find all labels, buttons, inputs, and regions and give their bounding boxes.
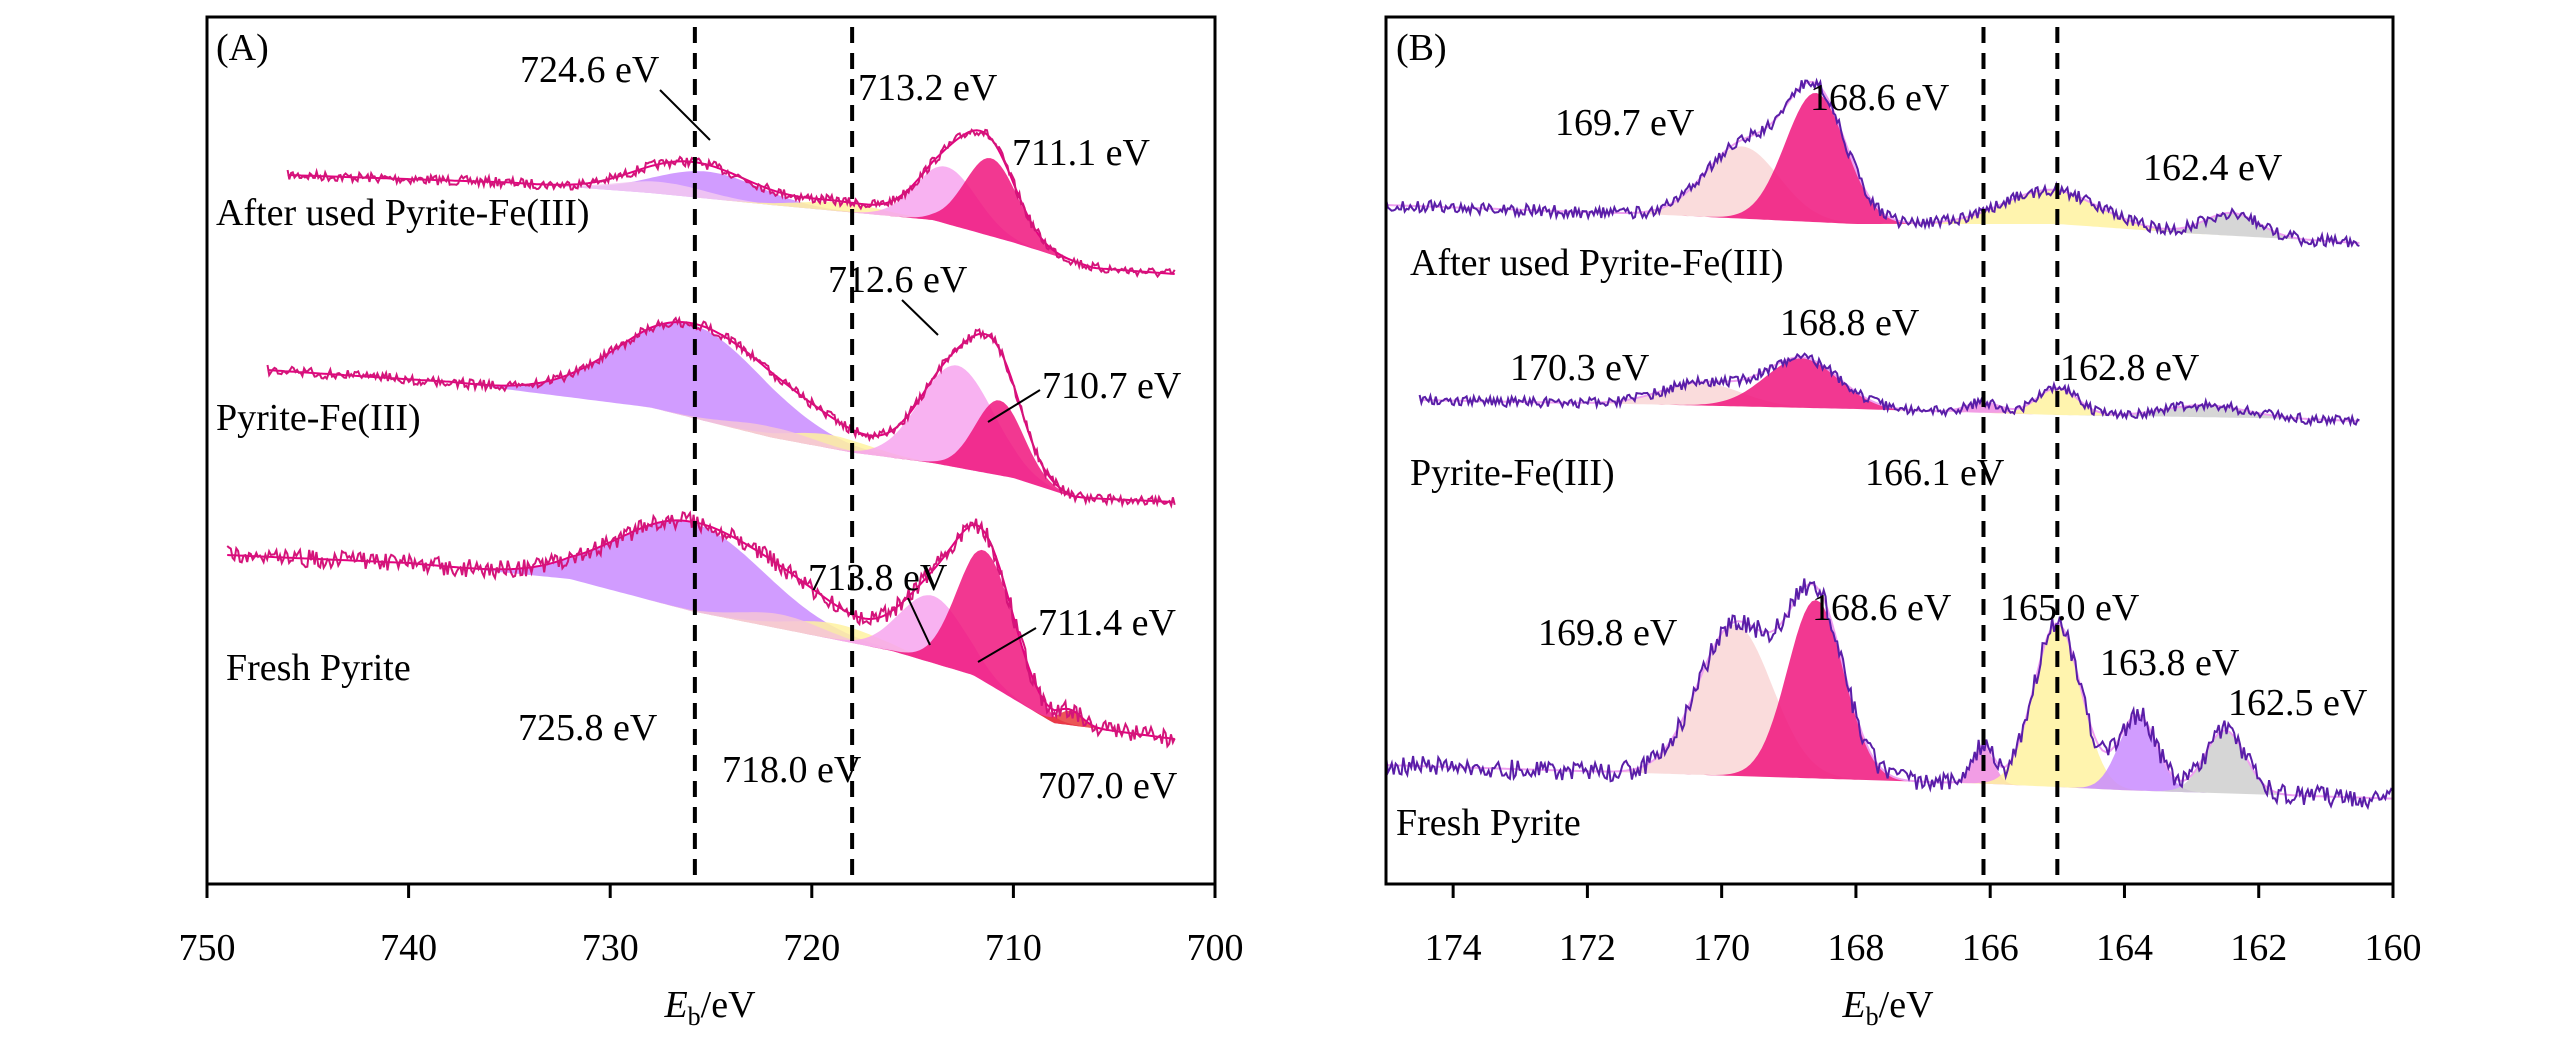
panel-a-arrow-724-6 (659, 89, 711, 141)
panel-b-annotation-168-6-bottom: 168.6 eV (1812, 587, 1952, 629)
panel-a-annotation-724-6: 724.6 eV (520, 49, 660, 91)
panel-b-annotation-165-0: 165.0 eV (2000, 587, 2140, 629)
x-tick-label-1: 740 (380, 927, 437, 969)
series-0-raw-spectrum (286, 128, 1176, 279)
series-1 (266, 315, 1176, 509)
series-2-component-3 (227, 555, 1175, 739)
panel-b-frame (1384, 15, 2395, 886)
panel-b-plot (1385, 27, 2394, 876)
x-tick-label-0: 174 (1425, 927, 1482, 969)
panel-a-annotation-712-6: 712.6 eV (828, 259, 968, 301)
series-1-component-0 (267, 322, 1175, 502)
x-tick-label-3: 168 (1827, 927, 1884, 969)
series-2 (1385, 578, 2394, 811)
panel-b-series-fresh-label: Fresh Pyrite (1396, 802, 1581, 844)
series-1-component-4 (267, 370, 1175, 502)
x-tick-label-3: 720 (783, 927, 840, 969)
x-tick-label-4: 710 (985, 927, 1042, 969)
panel-a-annotation-718-0: 718.0 eV (722, 749, 862, 791)
series-2-raw-spectrum (1385, 578, 2394, 811)
panel-a: 750 740 730 720 710 700 (A) After used Pyrite… (179, 15, 1244, 1031)
panel-b-annotation-162-4: 162.4 eV (2143, 147, 2283, 189)
x-tick-label-7: 160 (2365, 927, 2422, 969)
panel-a-arrow-711-4 (977, 627, 1037, 663)
series-2-raw-spectrum (226, 510, 1176, 749)
x-tick-label-2: 170 (1693, 927, 1750, 969)
panel-a-series-after-used-label: After used Pyrite-Fe(III) (216, 192, 590, 234)
panel-a-series-fresh-label: Fresh Pyrite (226, 647, 411, 689)
series-0-component-1 (1386, 93, 2360, 243)
panel-b-annotation-162-5: 162.5 eV (2228, 682, 2368, 724)
panel-a-arrow-710-7 (987, 389, 1041, 423)
series-0 (286, 128, 1176, 279)
panel-a-x-axis-title: Eb/eV (663, 984, 756, 1031)
panel-b-ticks: 174 172 170 168 166 164 162 160 (1425, 884, 2422, 969)
series-0-component-3 (287, 166, 1175, 274)
panel-b-annotation-169-7: 169.7 eV (1555, 102, 1695, 144)
series-2-component-0 (227, 520, 1175, 739)
panel-a-annotation-711-1: 711.1 eV (1012, 132, 1150, 174)
x-tick-label-4: 166 (1962, 927, 2019, 969)
panel-b: 174 172 170 168 166 164 162 160 (B) After used … (1384, 15, 2422, 1031)
series-0-raw-spectrum (1385, 77, 2360, 248)
series-1-raw-spectrum (266, 315, 1176, 509)
panel-a-label: (A) (216, 27, 269, 69)
panel-a-frame (205, 15, 1217, 886)
panel-b-label: (B) (1396, 27, 1447, 69)
panel-a-annotation-710-7: 710.7 eV (1042, 365, 1182, 407)
series-0-component-0 (287, 171, 1175, 274)
x-tick-label-5: 700 (1187, 927, 1244, 969)
series-1-raw-spectrum (1418, 352, 2360, 428)
panel-b-x-axis-title: Eb/eV (1841, 984, 1934, 1031)
panel-b-annotation-162-8: 162.8 eV (2060, 347, 2200, 389)
panel-b-series-pyrite-fe3-label: Pyrite-Fe(III) (1410, 452, 1615, 494)
panel-b-annotation-166-1: 166.1 eV (1865, 452, 2005, 494)
panel-a-annotation-725-8: 725.8 eV (518, 707, 658, 749)
series-2-component-4 (1386, 715, 2393, 799)
panel-a-arrow-712-6 (901, 299, 939, 336)
series-1-component-3 (267, 365, 1175, 502)
panel-a-annotation-713-2: 713.2 eV (858, 67, 998, 109)
x-tick-label-6: 162 (2230, 927, 2287, 969)
x-tick-label-2: 730 (582, 927, 639, 969)
panel-a-annotation-711-4: 711.4 eV (1038, 602, 1176, 644)
series-1-component-1 (1419, 358, 2360, 421)
x-tick-label-5: 164 (2096, 927, 2153, 969)
panel-b-annotation-163-8: 163.8 eV (2100, 642, 2240, 684)
panel-a-ticks: 750 740 730 720 710 700 (179, 884, 1244, 969)
panel-b-annotation-168-8: 168.8 eV (1780, 302, 1920, 344)
panel-b-annotation-168-6-top: 168.6 eV (1810, 77, 1950, 119)
panel-b-annotation-170-3: 170.3 eV (1510, 347, 1650, 389)
x-tick-label-1: 172 (1559, 927, 1616, 969)
series-2 (226, 510, 1176, 749)
series-0-component-4 (287, 158, 1175, 274)
panel-b-series-after-used-label: After used Pyrite-Fe(III) (1410, 242, 1784, 284)
panel-a-annotation-713-8: 713.8 eV (808, 557, 948, 599)
series-0 (1385, 77, 2360, 248)
panel-a-annotation-707-0: 707.0 eV (1038, 765, 1178, 807)
panel-a-arrow-713-8 (907, 597, 931, 646)
x-tick-label-0: 750 (179, 927, 236, 969)
series-1 (1418, 352, 2360, 428)
series-2-component-4 (227, 549, 1175, 739)
panel-b-annotation-169-8: 169.8 eV (1538, 612, 1678, 654)
panel-a-plot (226, 27, 1176, 876)
series-2-component-5 (227, 555, 1175, 739)
panel-a-series-pyrite-fe3-label: Pyrite-Fe(III) (216, 397, 421, 439)
series-0-fit-envelope (287, 129, 1175, 275)
